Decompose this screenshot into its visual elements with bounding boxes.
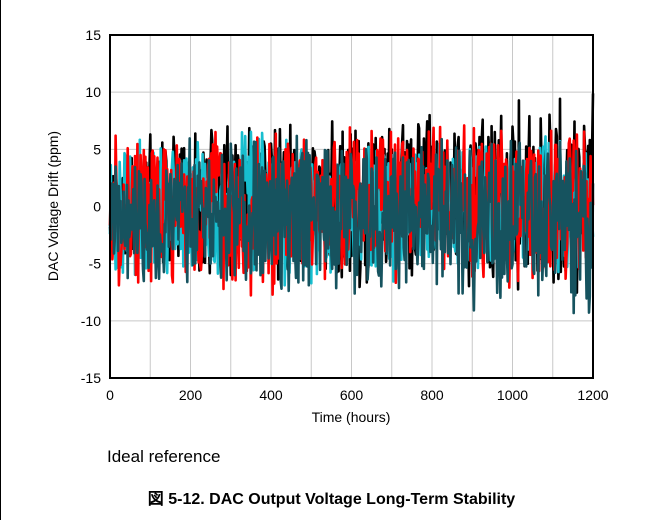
plot-frame bbox=[109, 34, 594, 379]
figure-caption: 図 5-12. DAC Output Voltage Long-Term Sta… bbox=[147, 491, 516, 508]
y-tick-label: -15 bbox=[81, 370, 101, 386]
y-tick-label: -5 bbox=[89, 256, 102, 272]
x-axis-title: Time (hours) bbox=[312, 409, 391, 425]
y-tick-label: 10 bbox=[85, 84, 101, 100]
page-left-rule bbox=[0, 0, 1, 520]
x-tick-label: 800 bbox=[420, 387, 444, 403]
y-tick-labels: 15 10 5 0 -5 -10 -15 bbox=[81, 27, 101, 386]
x-tick-label: 200 bbox=[179, 387, 203, 403]
y-tick-label: 0 bbox=[93, 199, 101, 215]
y-tick-label: 15 bbox=[85, 27, 101, 43]
y-tick-label: 5 bbox=[93, 141, 101, 157]
series-group bbox=[108, 93, 595, 315]
x-tick-label: 0 bbox=[106, 387, 114, 403]
x-tick-label: 1000 bbox=[497, 387, 528, 403]
series-line-4 bbox=[108, 134, 595, 315]
ideal-reference-note: Ideal reference bbox=[107, 447, 221, 466]
y-axis-title: DAC Voltage Drift (ppm) bbox=[45, 131, 61, 281]
x-tick-label: 1200 bbox=[577, 387, 608, 403]
y-tick-label: -10 bbox=[81, 313, 101, 329]
x-tick-labels: 0 200 400 600 800 1000 1200 bbox=[106, 387, 609, 403]
x-tick-label: 600 bbox=[340, 387, 364, 403]
x-tick-label: 400 bbox=[259, 387, 283, 403]
drift-chart: 0 200 400 600 800 1000 1200 15 10 5 0 -5 -10 -15 Tim… bbox=[45, 27, 609, 425]
